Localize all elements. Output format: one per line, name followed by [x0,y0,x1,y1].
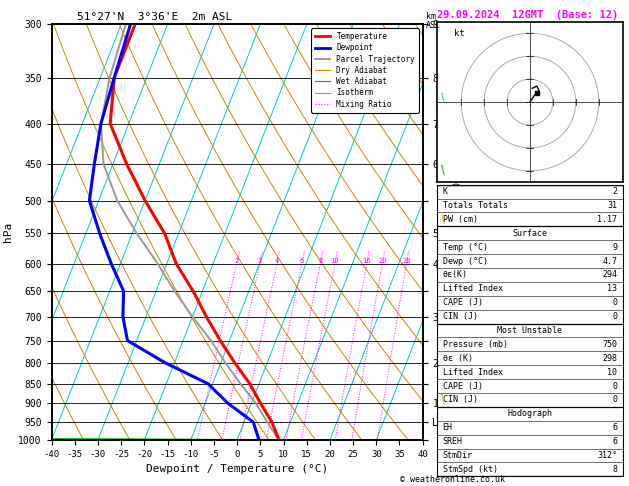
Text: θε(K): θε(K) [443,270,468,279]
Text: 8: 8 [318,258,323,263]
Text: Most Unstable: Most Unstable [498,326,562,335]
X-axis label: Dewpoint / Temperature (°C): Dewpoint / Temperature (°C) [146,464,328,474]
Text: 1.17: 1.17 [597,215,617,224]
Text: StmDir: StmDir [443,451,473,460]
Text: /: / [438,163,448,177]
Text: 31: 31 [607,201,617,210]
Text: Hodograph: Hodograph [508,409,552,418]
Text: θε (K): θε (K) [443,354,473,363]
Text: Pressure (mb): Pressure (mb) [443,340,508,349]
Text: km
ASL: km ASL [426,12,441,30]
Text: 20: 20 [378,258,387,263]
Text: 2: 2 [235,258,239,263]
Text: 9: 9 [612,243,617,252]
Text: 0: 0 [612,382,617,391]
Text: 16: 16 [362,258,371,263]
Text: Totals Totals: Totals Totals [443,201,508,210]
Text: kt: kt [454,29,465,37]
Text: 0: 0 [612,396,617,404]
Text: 294: 294 [602,270,617,279]
Text: 3: 3 [258,258,262,263]
Text: 0: 0 [612,312,617,321]
Text: CAPE (J): CAPE (J) [443,382,482,391]
Text: 6: 6 [612,437,617,446]
Text: 8: 8 [612,465,617,474]
Text: /: / [438,90,448,104]
Text: 0: 0 [612,298,617,307]
Text: 6: 6 [300,258,304,263]
Text: StmSpd (kt): StmSpd (kt) [443,465,498,474]
Text: EH: EH [443,423,453,432]
Legend: Temperature, Dewpoint, Parcel Trajectory, Dry Adiabat, Wet Adiabat, Isotherm, Mi: Temperature, Dewpoint, Parcel Trajectory… [311,28,419,112]
Text: CIN (J): CIN (J) [443,396,477,404]
Text: /: / [438,392,448,405]
Text: 6: 6 [612,423,617,432]
Text: Lifted Index: Lifted Index [443,367,503,377]
Text: © weatheronline.co.uk: © weatheronline.co.uk [401,474,505,484]
Text: Dewp (°C): Dewp (°C) [443,257,487,265]
Text: Temp (°C): Temp (°C) [443,243,487,252]
Text: CIN (J): CIN (J) [443,312,477,321]
Text: SREH: SREH [443,437,463,446]
Text: 13: 13 [607,284,617,294]
Text: Lifted Index: Lifted Index [443,284,503,294]
Text: 4.7: 4.7 [602,257,617,265]
Text: 312°: 312° [597,451,617,460]
Text: 10: 10 [607,367,617,377]
Text: 28: 28 [402,258,411,263]
Text: /: / [438,212,448,226]
Text: 10: 10 [331,258,339,263]
Text: PW (cm): PW (cm) [443,215,477,224]
Text: 51°27'N  3°36'E  2m ASL: 51°27'N 3°36'E 2m ASL [77,12,232,22]
Text: 29.09.2024  12GMT  (Base: 12): 29.09.2024 12GMT (Base: 12) [437,10,618,20]
Text: CAPE (J): CAPE (J) [443,298,482,307]
Text: K: K [443,187,448,196]
Text: 2: 2 [612,187,617,196]
Text: 750: 750 [602,340,617,349]
Text: Surface: Surface [513,229,547,238]
Y-axis label: Mixing Ratio (g/kg): Mixing Ratio (g/kg) [453,181,462,283]
Y-axis label: hPa: hPa [3,222,13,242]
Text: 4: 4 [275,258,279,263]
Text: 298: 298 [602,354,617,363]
